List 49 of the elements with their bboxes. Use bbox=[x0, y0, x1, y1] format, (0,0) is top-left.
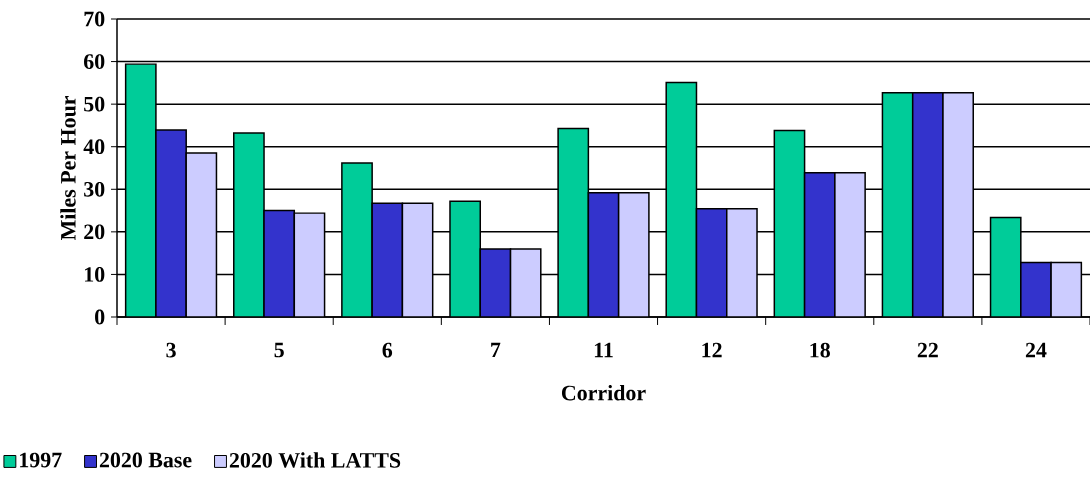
x-tick-label: 3 bbox=[166, 342, 176, 358]
x-axis-title: Corridor bbox=[561, 384, 646, 401]
legend-label: 2020 With LATTS bbox=[229, 452, 401, 468]
x-tick-label: 5 bbox=[274, 342, 284, 358]
x-tick-label: 22 bbox=[917, 342, 938, 358]
x-tick-label: 6 bbox=[382, 342, 393, 358]
bar bbox=[1050, 261, 1083, 317]
bar bbox=[371, 202, 404, 317]
y-tick-label: 60 bbox=[84, 54, 105, 69]
bar bbox=[803, 171, 836, 317]
y-tick-label: 10 bbox=[85, 267, 105, 282]
y-tick-label: 20 bbox=[84, 224, 105, 240]
bar bbox=[587, 191, 620, 317]
bar bbox=[881, 91, 914, 317]
bar bbox=[185, 152, 218, 317]
bar bbox=[695, 208, 728, 317]
bar bbox=[449, 200, 482, 317]
y-tick-label: 40 bbox=[83, 139, 105, 155]
bar bbox=[942, 91, 974, 317]
bar bbox=[773, 129, 806, 317]
legend-label: 2020 Base bbox=[99, 452, 192, 468]
y-tick-label: 50 bbox=[84, 96, 105, 112]
bar bbox=[665, 81, 698, 317]
bar bbox=[834, 171, 866, 317]
bar bbox=[341, 162, 373, 317]
bar bbox=[509, 248, 542, 317]
x-tick-label: 11 bbox=[594, 342, 613, 358]
y-tick-label: 0 bbox=[95, 309, 105, 325]
bar bbox=[726, 208, 758, 317]
bar bbox=[263, 209, 296, 317]
bar bbox=[155, 129, 187, 317]
bar bbox=[479, 248, 512, 317]
x-tick-label: 7 bbox=[491, 342, 501, 358]
bar bbox=[293, 212, 326, 317]
legend-label: 1997 bbox=[20, 452, 62, 468]
bar bbox=[617, 191, 650, 317]
bar bbox=[989, 216, 1022, 317]
x-tick-label: 18 bbox=[810, 342, 830, 358]
y-tick-label: 30 bbox=[84, 181, 105, 197]
x-tick-label: 24 bbox=[1025, 342, 1047, 358]
bar bbox=[124, 63, 157, 317]
y-tick-label: 70 bbox=[84, 11, 105, 27]
bar bbox=[557, 127, 590, 317]
bar bbox=[1020, 261, 1052, 317]
bar bbox=[911, 91, 944, 317]
bar bbox=[233, 132, 265, 317]
x-tick-label: 12 bbox=[702, 342, 722, 358]
bar bbox=[401, 202, 434, 317]
y-axis-title: Miles Per Hour bbox=[60, 96, 76, 241]
